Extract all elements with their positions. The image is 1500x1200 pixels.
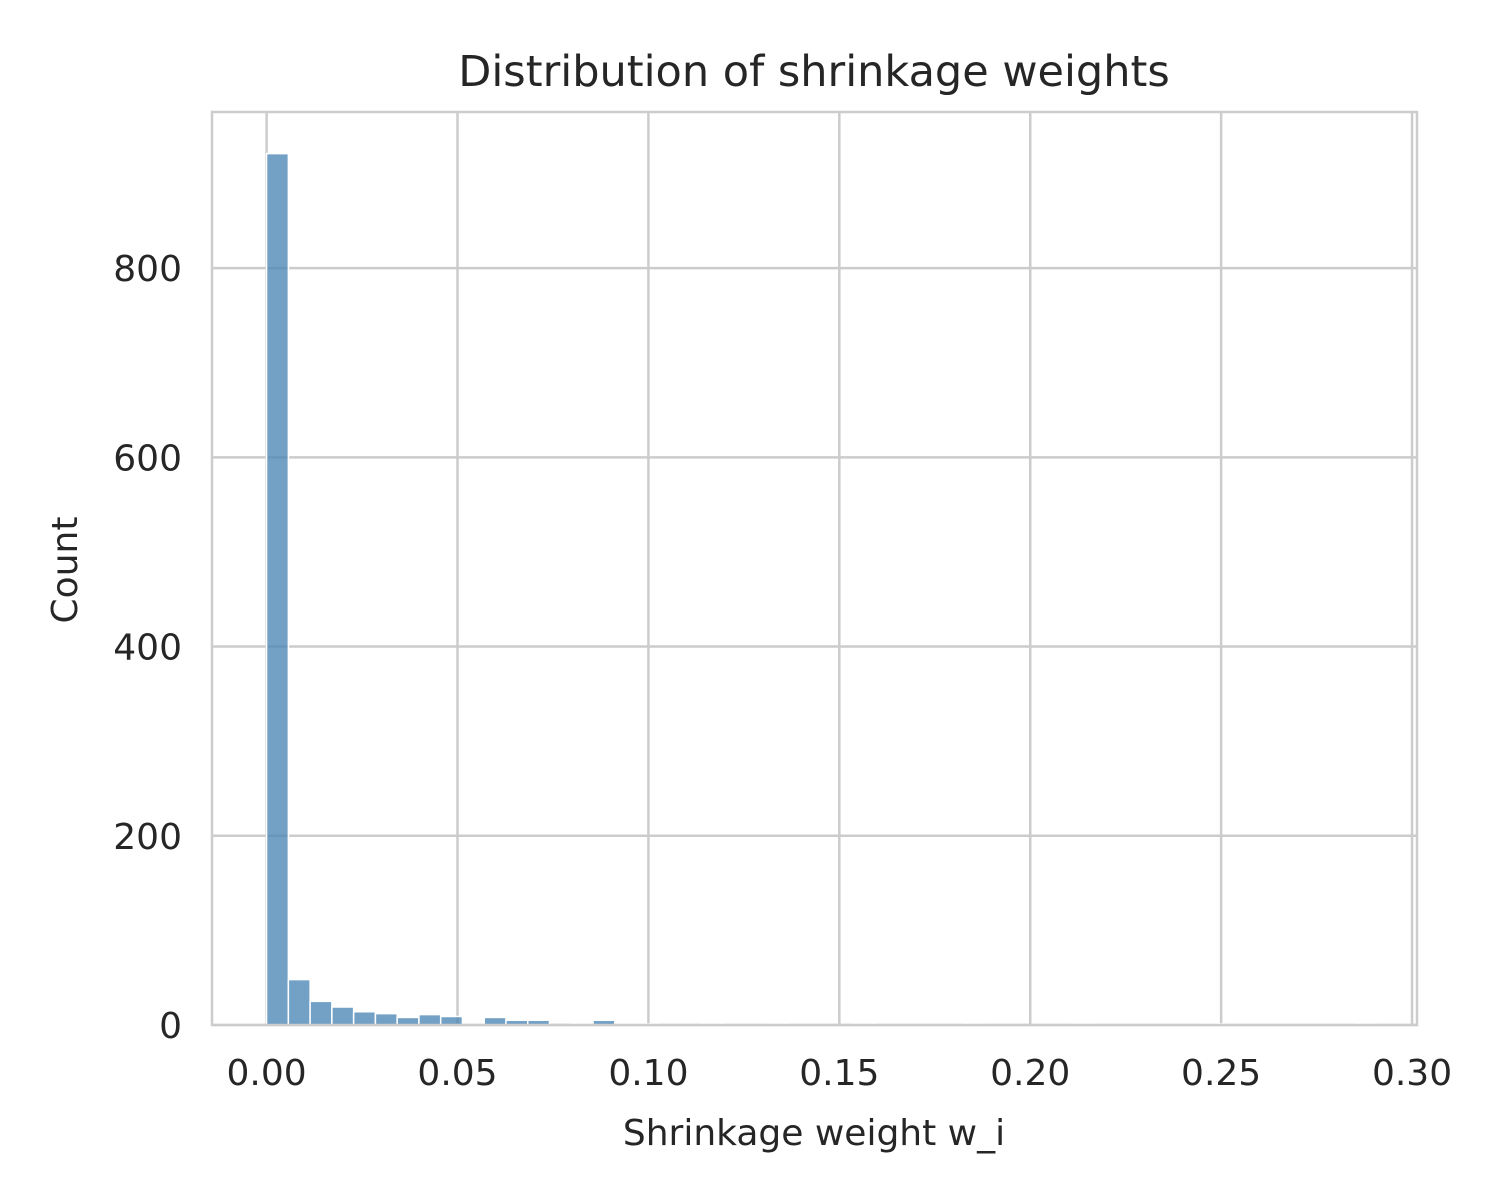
histogram-bar <box>439 1015 464 1026</box>
histogram-bar <box>418 1013 442 1026</box>
x-axis-label: Shrinkage weight w_i <box>623 1113 1005 1154</box>
histogram-bar <box>265 152 290 1026</box>
x-tick-label: 0.10 <box>608 1053 688 1094</box>
x-tick-label: 0.25 <box>1181 1053 1261 1094</box>
x-tick-label: 0.30 <box>1372 1053 1452 1094</box>
chart-title: Distribution of shrinkage weights <box>458 47 1169 97</box>
x-tick-label: 0.20 <box>990 1053 1070 1094</box>
y-tick-label: 0 <box>159 1006 182 1047</box>
y-tick-label: 600 <box>113 438 182 479</box>
histogram-bar <box>287 978 311 1026</box>
x-tick-label: 0.00 <box>227 1053 307 1094</box>
y-axis-label: Count <box>45 517 86 624</box>
x-tick-label: 0.15 <box>799 1053 879 1094</box>
plot-frame <box>210 110 1419 1027</box>
grid-lines <box>212 112 1417 1027</box>
y-tick-label: 800 <box>113 249 182 290</box>
histogram-bar <box>331 1006 355 1026</box>
histogram-bar <box>309 1000 333 1026</box>
x-tick-label: 0.05 <box>417 1053 497 1094</box>
histogram-bar <box>352 1011 377 1026</box>
histogram-bar <box>374 1012 398 1026</box>
tick-labels: 0.00 0.05 0.10 0.15 0.20 0.25 0.30 0 200 400 600 80… <box>113 249 1452 1094</box>
y-tick-label: 200 <box>113 817 182 858</box>
y-tick-label: 400 <box>113 628 182 669</box>
